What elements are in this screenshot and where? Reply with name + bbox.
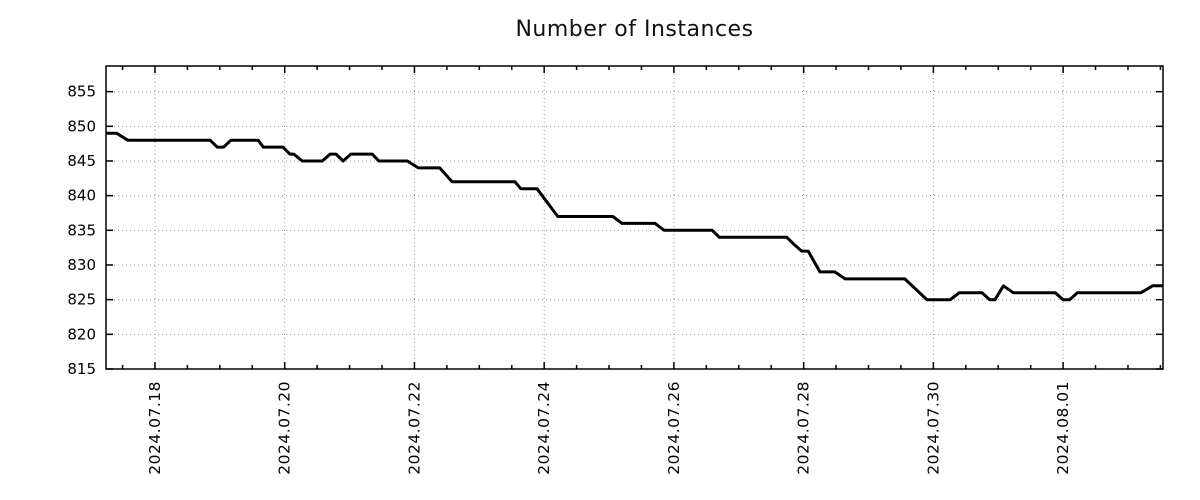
y-tick-label: 840: [67, 187, 96, 205]
x-tick-label: 2024.07.26: [665, 381, 683, 475]
chart-title: Number of Instances: [515, 17, 754, 42]
x-tick-label: 2024.07.30: [924, 381, 942, 475]
y-tick-label: 815: [67, 360, 96, 378]
y-tick-label: 825: [67, 291, 96, 309]
x-tick-label: 2024.07.20: [276, 381, 294, 475]
x-tick-label: 2024.07.18: [146, 381, 164, 475]
y-tick-label: 855: [67, 83, 96, 101]
plot-frame: [105, 65, 1164, 370]
x-tick-label: 2024.07.24: [535, 381, 553, 475]
data-line: [106, 131, 1163, 302]
y-tick-label: 835: [67, 221, 96, 239]
x-tick-label: 2024.07.28: [795, 381, 813, 475]
x-tick-label: 2024.08.01: [1054, 381, 1072, 475]
y-tick-label: 850: [67, 117, 96, 135]
x-tick-label: 2024.07.22: [405, 381, 423, 475]
y-tick-label: 830: [67, 256, 96, 274]
y-tick-label: 845: [67, 152, 96, 170]
y-tick-label: 820: [67, 325, 96, 343]
